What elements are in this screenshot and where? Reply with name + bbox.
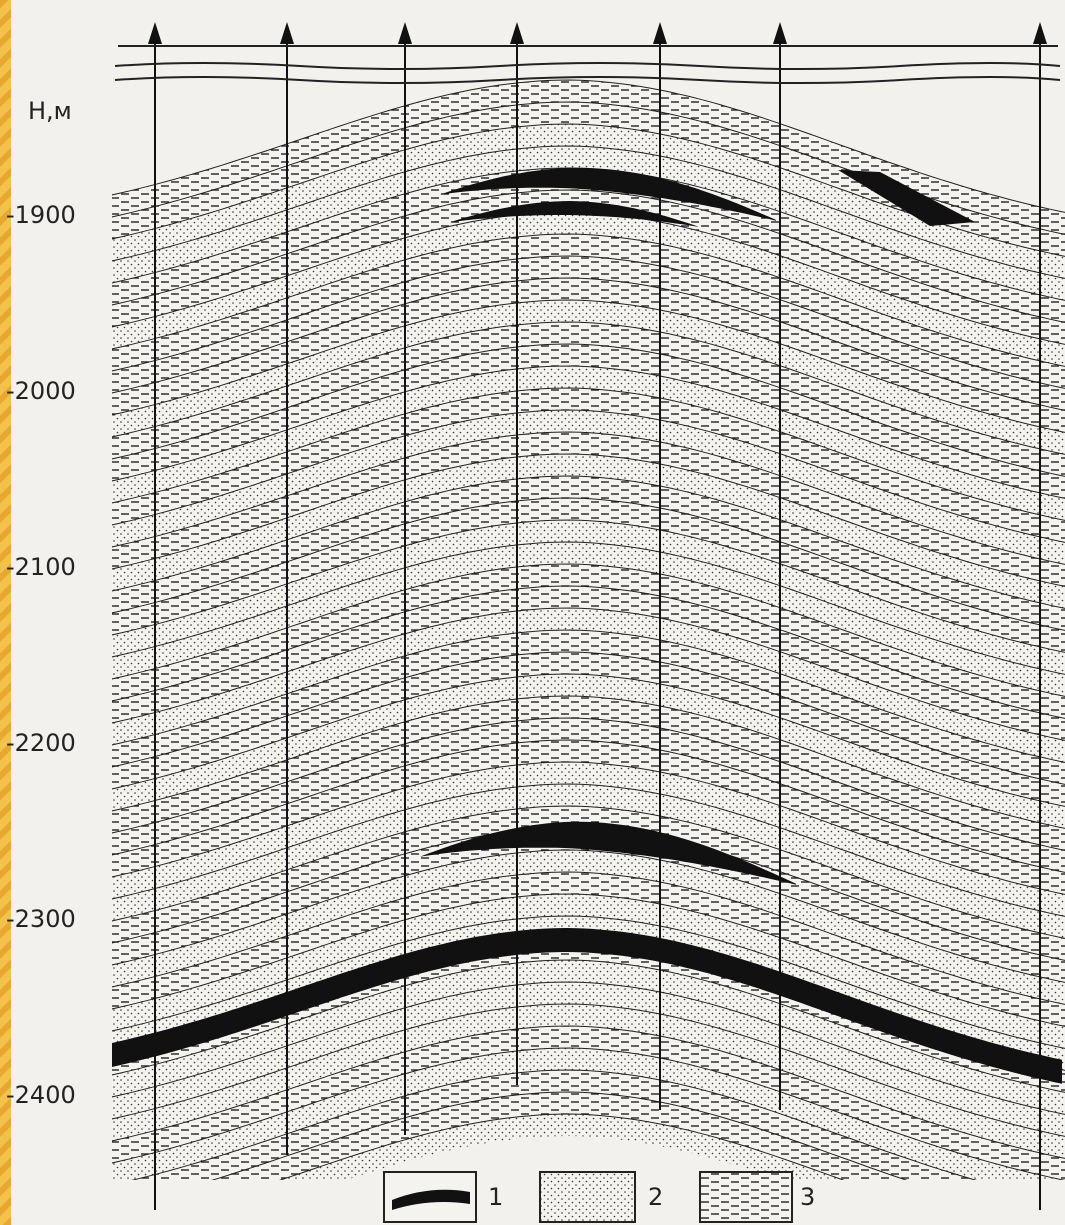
depth-axis: -1900 -2000 -2100 -2200 -2300 -2400 — [6, 201, 76, 1109]
tick-label: -2400 — [6, 1081, 76, 1109]
legend-swatch-fill — [392, 1189, 470, 1210]
bedding-line — [112, 475, 1065, 609]
coal-lens — [450, 201, 698, 227]
bedding-line — [112, 849, 1065, 983]
unconformity — [114, 62, 1061, 70]
well-arrow — [280, 22, 294, 44]
bedding-line — [112, 409, 1065, 543]
bedding-line — [112, 299, 1065, 433]
coal-lens — [838, 170, 975, 226]
bedding-line — [112, 123, 1065, 257]
bedding-line — [112, 1047, 1065, 1180]
well-arrow — [398, 22, 412, 44]
bedding-line — [112, 915, 1065, 1049]
bedding-line — [112, 695, 1065, 829]
bedding-line — [112, 981, 1065, 1115]
bedding-line — [112, 783, 1065, 917]
bedding-line — [112, 519, 1065, 653]
bedding-line — [131, 1069, 977, 1180]
bedding-line — [112, 453, 1065, 587]
bedding-line — [112, 761, 1065, 895]
bedding-line — [112, 893, 1065, 1027]
stratum — [212, 1092, 906, 1180]
side-strip — [0, 0, 11, 1225]
bedding-line — [112, 651, 1065, 785]
well-arrow — [653, 22, 667, 44]
unconformity — [114, 76, 1061, 84]
bedding-line — [112, 255, 1065, 389]
tick-label: -1900 — [6, 201, 76, 229]
bedding-line — [112, 233, 1065, 367]
bedding-line — [112, 431, 1065, 565]
bedding-line — [112, 145, 1065, 279]
bedding-line — [112, 739, 1065, 873]
coal-seam — [112, 928, 1062, 1084]
bedding-line — [112, 805, 1065, 939]
bedding-line — [112, 189, 1065, 323]
tick-label: -2300 — [6, 905, 76, 933]
bedding-line — [112, 343, 1065, 477]
legend-label: 1 — [488, 1183, 503, 1211]
bedding-line — [112, 563, 1065, 697]
legend-swatch — [699, 1171, 793, 1223]
bedding-line — [112, 541, 1065, 675]
bedding-line — [112, 277, 1065, 411]
bedding-line — [112, 365, 1065, 499]
bedding-line — [112, 629, 1065, 763]
coal-lens — [440, 167, 776, 221]
bedding-line — [112, 79, 1065, 213]
legend-swatch — [539, 1171, 636, 1223]
well-arrow — [148, 22, 162, 44]
well-arrow — [773, 22, 787, 44]
legend-label: 3 — [800, 1183, 815, 1211]
well-arrow — [510, 22, 524, 44]
coal-lens — [420, 821, 796, 885]
stratum — [112, 1048, 1063, 1180]
bedding-line — [279, 1113, 845, 1180]
bedding-line — [112, 1025, 1065, 1159]
axis-label: Н,м — [28, 97, 72, 125]
bedding-line — [112, 585, 1065, 719]
well-arrow — [1033, 22, 1047, 44]
tick-label: -2000 — [6, 377, 76, 405]
wells — [148, 22, 1047, 1210]
bedding-line — [112, 387, 1065, 521]
legend-label: 2 — [648, 1183, 663, 1211]
legend: 1 2 3 — [383, 1171, 815, 1223]
bedding-line — [112, 607, 1065, 741]
bedding-line — [112, 959, 1065, 1093]
bedding-line — [112, 1003, 1065, 1137]
strata — [112, 79, 1065, 1180]
bedding-line — [112, 717, 1065, 851]
bedding-line — [112, 497, 1065, 631]
bedding-line — [112, 871, 1065, 1005]
bedding-line — [112, 673, 1065, 807]
bedding-line — [211, 1091, 908, 1180]
tick-label: -2200 — [6, 729, 76, 757]
stratum — [112, 1026, 1065, 1180]
bedding-line — [112, 321, 1065, 455]
tick-label: -2100 — [6, 553, 76, 581]
